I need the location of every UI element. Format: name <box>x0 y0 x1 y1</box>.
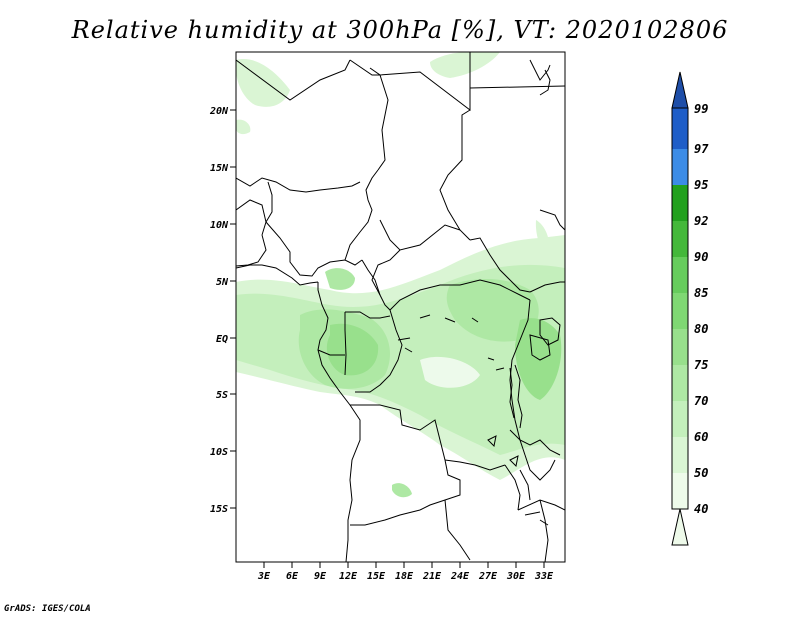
colorbar-label: 75 <box>694 358 708 372</box>
colorbar-swatch <box>672 401 688 437</box>
colorbar-label: 70 <box>694 394 708 408</box>
colorbar-label: 85 <box>694 286 708 300</box>
colorbar-swatch <box>672 293 688 329</box>
lon-label: 24E <box>450 571 470 582</box>
colorbar-swatch <box>672 149 688 185</box>
colorbar: 40 50 60 70 75 80 85 90 92 95 97 99 <box>671 71 709 546</box>
lon-label: 33E <box>534 571 554 582</box>
lon-label: 30E <box>506 571 526 582</box>
lat-label: 20N <box>209 106 229 117</box>
lon-label: 9E <box>314 571 327 582</box>
colorbar-label: 99 <box>694 102 708 116</box>
lat-label: 15S <box>210 504 228 515</box>
lon-label: 12E <box>339 571 358 582</box>
lat-label: 15N <box>210 163 229 174</box>
colorbar-label: 40 <box>694 502 708 516</box>
colorbar-label: 60 <box>694 430 708 444</box>
colorbar-label: 92 <box>694 214 708 228</box>
lon-label: 6E <box>286 571 299 582</box>
credit-label: GrADS: IGES/COLA <box>4 604 91 614</box>
lon-label: 27E <box>478 571 498 582</box>
lon-label: 21E <box>422 571 442 582</box>
colorbar-label: 97 <box>694 142 709 156</box>
colorbar-label: 80 <box>694 322 708 336</box>
colorbar-swatch <box>672 437 688 473</box>
colorbar-label: 90 <box>694 250 708 264</box>
colorbar-swatch <box>672 329 688 365</box>
lat-label: 10S <box>210 447 228 458</box>
colorbar-swatch <box>672 185 688 221</box>
colorbar-swatch <box>672 473 688 509</box>
map-frame <box>235 51 566 563</box>
lat-label: 10N <box>210 220 229 231</box>
colorbar-label: 95 <box>694 178 708 192</box>
colorbar-swatch <box>672 108 688 149</box>
humidity-shading <box>236 52 565 498</box>
colorbar-swatch <box>672 257 688 293</box>
lat-label: 5N <box>216 277 229 288</box>
lon-axis: 3E 6E 9E 12E 15E 18E 21E 24E 27E 30E 33E <box>257 562 554 582</box>
colorbar-bottom-arrow <box>671 508 689 546</box>
lat-axis: 20N 15N 10N 5N EQ 5S 10S 15S <box>209 106 236 515</box>
lon-label: 15E <box>367 571 386 582</box>
colorbar-top-arrow <box>671 71 689 109</box>
lon-label: 18E <box>395 571 414 582</box>
colorbar-swatch <box>672 221 688 257</box>
map-title: Relative humidity at 300hPa [%], VT: 202… <box>71 16 729 44</box>
colorbar-swatch <box>672 365 688 401</box>
colorbar-label: 50 <box>694 466 708 480</box>
colorbar-outline <box>671 107 689 510</box>
lat-label: 5S <box>216 390 228 401</box>
lat-label: EQ <box>216 334 228 345</box>
country-borders <box>236 52 565 562</box>
lon-label: 3E <box>257 571 271 582</box>
